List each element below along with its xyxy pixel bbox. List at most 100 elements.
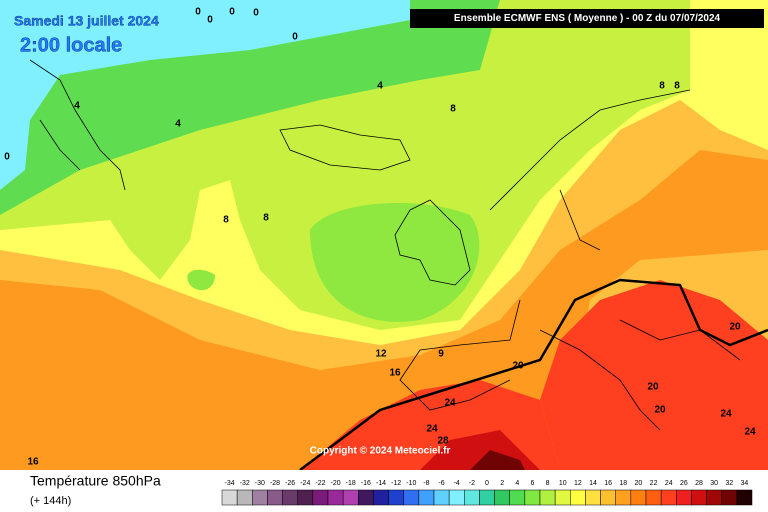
colorbar-label: 24 <box>665 480 673 487</box>
contour-label: 24 <box>720 409 732 420</box>
colorbar-label: 22 <box>650 480 658 487</box>
colorbar-label: 32 <box>725 480 733 487</box>
colorbar-label: -12 <box>391 480 401 487</box>
colorbar-swatch <box>736 489 753 506</box>
colorbar-swatch <box>418 489 435 506</box>
colorbar: -34 -32 -30 -28 -26 -24 -22 -20 -18 -16 -14 -12 -10-… <box>221 480 753 506</box>
colorbar-swatch <box>297 489 314 506</box>
colorbar-swatch <box>509 489 526 506</box>
contour-label: 20 <box>729 322 741 333</box>
colorbar-swatch <box>706 489 722 506</box>
contour-label: 16 <box>27 457 39 468</box>
colorbar-label: 30 <box>710 480 718 487</box>
contour-label: 24 <box>426 424 438 435</box>
colorbar-swatch <box>615 489 632 506</box>
contour-label: 0 <box>207 15 213 26</box>
parameter-label: Température 850hPa <box>30 473 161 489</box>
colorbar-swatch <box>312 489 329 506</box>
contour-label: 28 <box>437 436 449 447</box>
colorbar-label: -30 <box>255 480 265 487</box>
colorbar-label: -22 <box>315 480 325 487</box>
lead-time: (+ 144h) <box>30 495 71 507</box>
colorbar-swatch <box>585 489 601 506</box>
colorbar-swatch <box>388 489 404 506</box>
colorbar-swatch <box>221 489 238 506</box>
field-red <box>540 280 768 470</box>
colorbar-label: 16 <box>604 480 612 487</box>
contour-label: 12 <box>375 349 387 360</box>
colorbar-label: -10 <box>406 480 416 487</box>
contour-label: 8 <box>223 215 229 226</box>
contour-label: 4 <box>74 101 80 112</box>
colorbar-label: -14 <box>376 480 386 487</box>
colorbar-swatch <box>539 489 556 506</box>
contour-label: 4 <box>175 119 181 130</box>
colorbar-label: 0 <box>485 480 489 487</box>
contour-label: 0 <box>195 7 201 18</box>
colorbar-swatch <box>327 489 344 506</box>
colorbar-label: 26 <box>680 480 688 487</box>
contour-label: 8 <box>659 81 665 92</box>
colorbar-swatch <box>494 489 510 506</box>
colorbar-label: 8 <box>546 480 550 487</box>
colorbar-swatch <box>448 489 465 506</box>
colorbar-label: -26 <box>285 480 295 487</box>
colorbar-label: 18 <box>619 480 627 487</box>
contour-label: 16 <box>389 368 401 379</box>
contour-label: 24 <box>444 398 456 409</box>
colorbar-swatch <box>645 489 662 506</box>
contour-label: 9 <box>438 349 444 360</box>
contour-label: 8 <box>450 104 456 115</box>
contour-label: 4 <box>377 81 383 92</box>
contour-label: 8 <box>263 213 269 224</box>
colorbar-swatch <box>433 489 450 506</box>
contour-label: 0 <box>253 8 259 19</box>
colorbar-label: -20 <box>331 480 341 487</box>
contour-label: 20 <box>654 405 666 416</box>
colorbar-swatch <box>267 489 283 506</box>
colorbar-label: 28 <box>695 480 703 487</box>
colorbar-label: 4 <box>515 480 519 487</box>
colorbar-label: -16 <box>361 480 371 487</box>
time-label: 2:00 locale <box>20 34 122 56</box>
colorbar-label: -32 <box>240 480 250 487</box>
colorbar-swatch <box>676 489 692 506</box>
field-darkest <box>470 450 525 470</box>
colorbar-label: -18 <box>346 480 356 487</box>
colorbar-label: -8 <box>423 480 429 487</box>
contour-label: 24 <box>744 427 756 438</box>
colorbar-swatch <box>600 489 616 506</box>
colorbar-label: 34 <box>741 480 749 487</box>
colorbar-swatch <box>630 489 647 506</box>
colorbar-swatch <box>721 489 738 506</box>
colorbar-swatch <box>358 489 374 506</box>
colorbar-swatch <box>373 489 389 506</box>
copyright: Copyright © 2024 Meteociel.fr <box>310 446 451 457</box>
contour-label: 0 <box>4 152 10 163</box>
colorbar-swatch <box>554 489 571 506</box>
colorbar-label: -34 <box>225 480 235 487</box>
colorbar-swatch <box>282 489 298 506</box>
colorbar-label: 14 <box>589 480 597 487</box>
colorbar-label: 10 <box>559 480 567 487</box>
colorbar-label: -2 <box>469 480 475 487</box>
colorbar-label: -4 <box>454 480 460 487</box>
colorbar-swatch <box>236 489 253 506</box>
colorbar-swatch <box>342 489 359 506</box>
model-info: Ensemble ECMWF ENS ( Moyenne ) - 00 Z du… <box>454 13 721 24</box>
colorbar-label: 12 <box>574 480 582 487</box>
colorbar-swatch <box>691 489 707 506</box>
colorbar-swatch <box>524 489 541 506</box>
colorbar-label: -6 <box>438 480 444 487</box>
colorbar-label: 6 <box>530 480 534 487</box>
colorbar-swatch <box>464 489 480 506</box>
colorbar-swatch <box>660 489 677 506</box>
colorbar-label: -24 <box>300 480 310 487</box>
contour-label: 0 <box>229 7 235 18</box>
colorbar-swatch <box>252 489 268 506</box>
coastlines <box>29 59 741 431</box>
contour-label: 20 <box>647 382 659 393</box>
colorbar-swatch <box>479 489 495 506</box>
